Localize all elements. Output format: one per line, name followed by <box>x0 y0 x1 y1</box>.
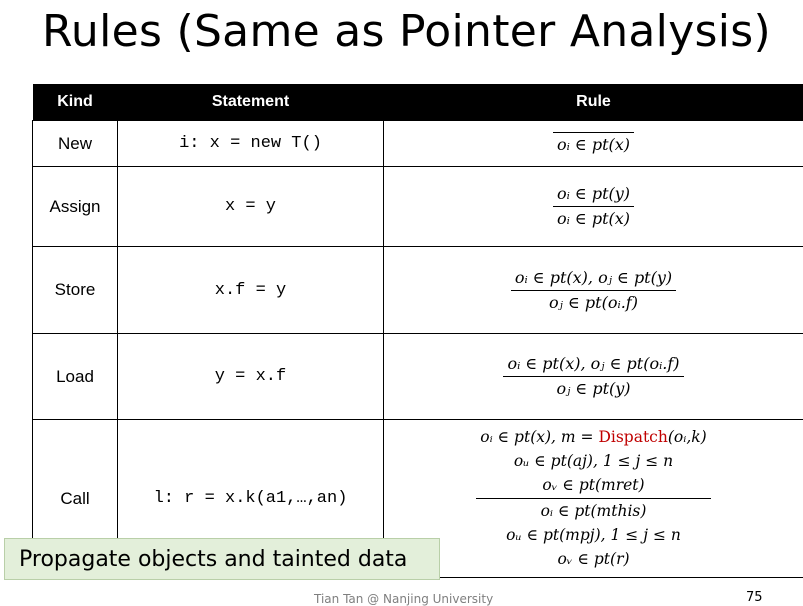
rule-store-fraction: oᵢ ∈ pt(x), oⱼ ∈ pt(y) oⱼ ∈ pt(oᵢ.f) <box>511 267 676 314</box>
rule-call-fraction: oᵢ ∈ pt(x), m = Dispatch(oᵢ,k) oᵤ ∈ pt(a… <box>476 426 710 571</box>
page-number: 75 <box>746 590 763 605</box>
rule-new-conclusion: oᵢ ∈ pt(x) <box>553 132 634 156</box>
footer-credit: Tian Tan @ Nanjing University <box>314 592 493 606</box>
rule-assign-fraction: oᵢ ∈ pt(y) oᵢ ∈ pt(x) <box>553 183 634 230</box>
rule-conclusion: oᵢ ∈ pt(mthis) <box>476 499 710 523</box>
header-rule: Rule <box>384 84 803 121</box>
header-kind: Kind <box>33 84 118 121</box>
statement-cell: y = x.f <box>118 334 384 420</box>
rules-table: Kind Statement Rule New i: x = new T() o… <box>32 84 803 578</box>
statement-cell: x = y <box>118 167 384 247</box>
kind-cell: Load <box>33 334 118 420</box>
rule-premise: oᵢ ∈ pt(x), oⱼ ∈ pt(oᵢ.f) <box>503 353 683 376</box>
rule-conclusion: oᵢ ∈ pt(x) <box>553 207 634 230</box>
rule-cell: oᵢ ∈ pt(x) <box>384 121 803 167</box>
rule-conclusion: oⱼ ∈ pt(oᵢ.f) <box>511 291 676 314</box>
rule-premise: oᵢ ∈ pt(y) <box>553 183 634 206</box>
caption-box: Propagate objects and tainted data <box>4 538 440 580</box>
rule-load-fraction: oᵢ ∈ pt(x), oⱼ ∈ pt(oᵢ.f) oⱼ ∈ pt(y) <box>503 353 683 400</box>
slide-title: Rules (Same as Pointer Analysis) <box>42 6 771 57</box>
rule-conclusion: oⱼ ∈ pt(y) <box>503 377 683 400</box>
rule-cell: oᵢ ∈ pt(x), m = Dispatch(oᵢ,k) oᵤ ∈ pt(a… <box>384 420 803 578</box>
kind-cell: Store <box>33 247 118 334</box>
kind-cell: New <box>33 121 118 167</box>
rule-premise: oᵤ ∈ pt(aj), 1 ≤ j ≤ n <box>476 450 710 474</box>
dispatch-keyword: Dispatch <box>598 428 667 446</box>
table-row-new: New i: x = new T() oᵢ ∈ pt(x) <box>33 121 803 167</box>
table-header-row: Kind Statement Rule <box>33 84 803 121</box>
rule-cell: oᵢ ∈ pt(x), oⱼ ∈ pt(oᵢ.f) oⱼ ∈ pt(y) <box>384 334 803 420</box>
table-row-store: Store x.f = y oᵢ ∈ pt(x), oⱼ ∈ pt(y) oⱼ … <box>33 247 803 334</box>
rule-conclusion: oᵤ ∈ pt(mpj), 1 ≤ j ≤ n <box>476 523 710 547</box>
table-row-assign: Assign x = y oᵢ ∈ pt(y) oᵢ ∈ pt(x) <box>33 167 803 247</box>
kind-cell: Assign <box>33 167 118 247</box>
rule-cell: oᵢ ∈ pt(x), oⱼ ∈ pt(y) oⱼ ∈ pt(oᵢ.f) <box>384 247 803 334</box>
rule-premise-dispatch: oᵢ ∈ pt(x), m = Dispatch(oᵢ,k) <box>476 426 710 450</box>
rule-premise: oᵢ ∈ pt(x), oⱼ ∈ pt(y) <box>511 267 676 290</box>
rule-cell: oᵢ ∈ pt(y) oᵢ ∈ pt(x) <box>384 167 803 247</box>
rule-premise: oᵥ ∈ pt(mret) <box>476 474 710 498</box>
table-row-load: Load y = x.f oᵢ ∈ pt(x), oⱼ ∈ pt(oᵢ.f) o… <box>33 334 803 420</box>
statement-cell: x.f = y <box>118 247 384 334</box>
statement-cell: i: x = new T() <box>118 121 384 167</box>
rule-conclusion: oᵥ ∈ pt(r) <box>476 547 710 571</box>
header-statement: Statement <box>118 84 384 121</box>
